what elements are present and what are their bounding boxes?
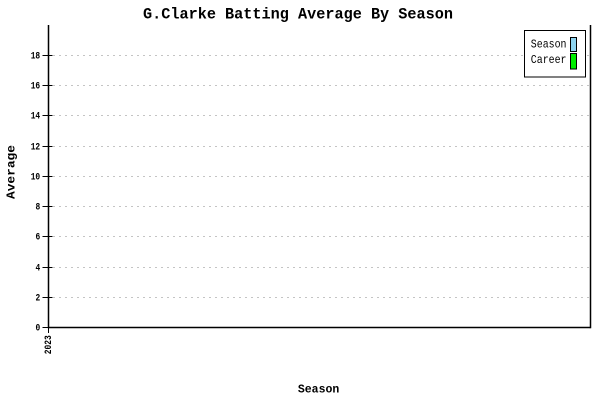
svg-text:12: 12	[31, 143, 41, 154]
svg-text:18: 18	[31, 52, 41, 63]
svg-text:0: 0	[35, 324, 40, 335]
svg-text:Season: Season	[298, 383, 340, 397]
svg-text:Season: Season	[531, 37, 567, 51]
svg-text:2: 2	[35, 294, 40, 305]
svg-text:10: 10	[31, 173, 41, 184]
svg-text:6: 6	[35, 233, 40, 244]
svg-text:2023: 2023	[44, 335, 55, 354]
svg-text:8: 8	[35, 203, 40, 214]
svg-text:16: 16	[31, 82, 41, 93]
svg-text:Average: Average	[5, 145, 19, 199]
svg-text:G.Clarke Batting Average By Se: G.Clarke Batting Average By Season	[143, 6, 453, 24]
svg-text:14: 14	[31, 112, 41, 123]
svg-text:4: 4	[35, 264, 40, 275]
svg-text:Career: Career	[531, 53, 567, 67]
